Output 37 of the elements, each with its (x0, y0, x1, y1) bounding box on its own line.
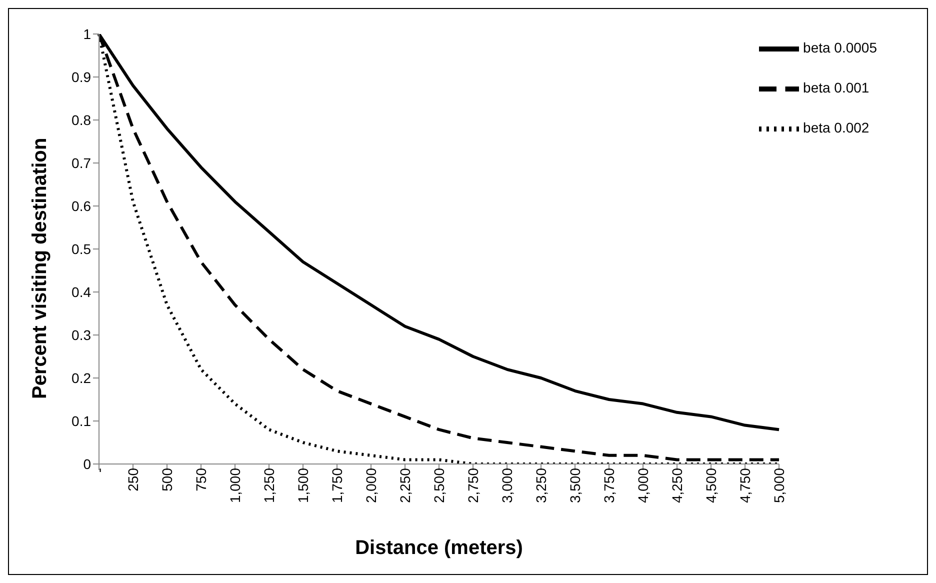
x-tick-label: 500 (158, 468, 175, 492)
x-tick-label: 2,500 (430, 468, 447, 504)
x-tick-label: - (90, 468, 107, 473)
x-tick-label: 250 (124, 468, 141, 492)
x-tick-label: 1,500 (294, 468, 311, 504)
legend-label: beta 0.0005 (803, 40, 877, 56)
legend-label: beta 0.002 (803, 120, 870, 136)
y-tick-label: 1 (83, 26, 92, 42)
y-tick-label: 0.3 (72, 326, 92, 343)
y-tick-label: 0.9 (72, 68, 92, 85)
x-tick-label: 2,000 (362, 468, 379, 504)
x-tick-label: 4,000 (634, 468, 651, 504)
y-tick-label: 0.4 (72, 284, 92, 300)
x-tick-label: 5,000 (770, 468, 787, 504)
x-tick-label: 3,000 (498, 468, 515, 504)
y-tick-label: 0.1 (72, 412, 92, 429)
x-tick-label: 4,250 (668, 468, 685, 504)
x-tick-label: 1,250 (260, 468, 277, 504)
x-tick-label: 750 (192, 468, 209, 492)
y-tick-label: 0.5 (72, 240, 92, 257)
x-tick-label: 4,500 (702, 468, 719, 504)
x-tick-label: 1,000 (226, 468, 243, 504)
x-tick-label: 2,250 (396, 468, 413, 504)
y-tick-label: 0 (83, 456, 92, 472)
x-tick-label: 2,750 (464, 468, 481, 504)
x-tick-label: 3,750 (600, 468, 617, 504)
y-tick-label: 0.2 (72, 370, 92, 386)
y-axis-title: Percent visiting destination (29, 138, 52, 399)
y-tick-label: 0.7 (72, 154, 92, 171)
x-tick-label: 4,750 (736, 468, 753, 504)
legend-label: beta 0.001 (803, 80, 870, 96)
y-tick-label: 0.6 (72, 198, 92, 214)
y-tick-label: 0.8 (72, 112, 92, 128)
x-tick-label: 1,750 (328, 468, 345, 504)
x-tick-label: 3,250 (532, 468, 549, 504)
x-axis-title: Distance (meters) (355, 537, 523, 559)
x-tick-label: 3,500 (566, 468, 583, 504)
